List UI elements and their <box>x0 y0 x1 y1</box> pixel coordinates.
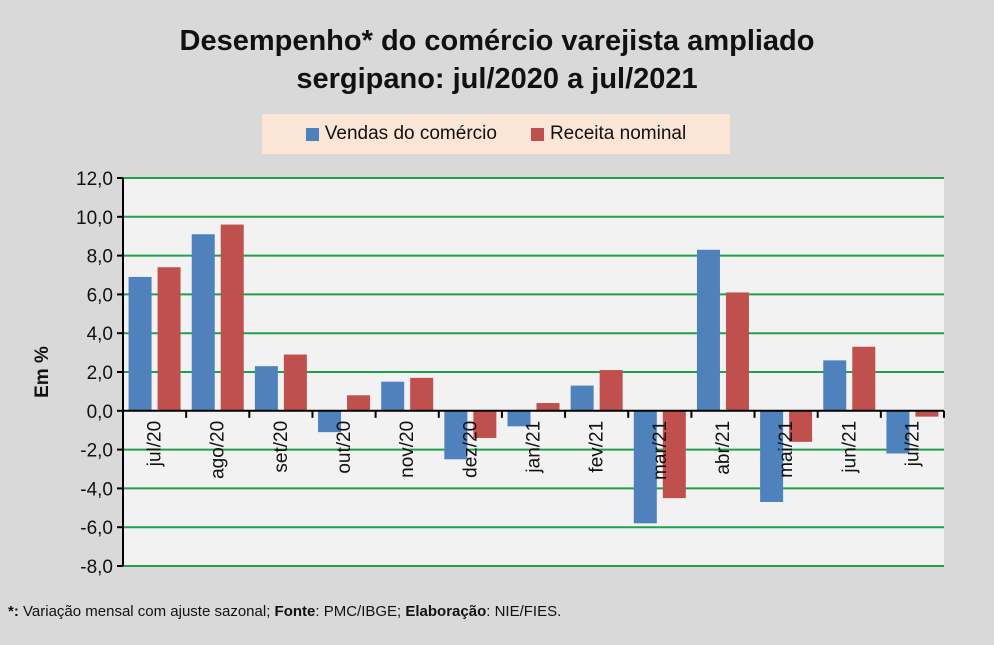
y-tick-label: -8,0 <box>80 557 113 578</box>
bar-receita <box>157 267 181 411</box>
bar-vendas <box>507 410 531 427</box>
x-tick-label: jul/20 <box>145 421 166 467</box>
x-tick-label: jul/21 <box>902 421 923 467</box>
x-tick-label: fev/21 <box>587 421 608 473</box>
bar-receita <box>662 410 686 499</box>
chart-title: Desempenho* do comércio varejista amplia… <box>0 22 994 98</box>
bar-receita <box>473 410 497 438</box>
x-tick-label: jan/21 <box>524 421 545 474</box>
bar-vendas <box>696 249 720 411</box>
footnote-fonte: Fonte <box>274 603 316 620</box>
x-tick-label: set/20 <box>271 421 292 473</box>
bar-vendas <box>128 276 152 411</box>
y-tick-label: 8,0 <box>87 247 113 268</box>
bar-vendas <box>191 234 215 411</box>
bar-receita <box>725 292 749 411</box>
footnote-text-2: : PMC/IBGE; <box>315 603 406 620</box>
bar-vendas <box>381 381 405 411</box>
bar-vendas <box>444 410 468 460</box>
y-tick-label: -6,0 <box>80 518 113 539</box>
y-tick-label: -2,0 <box>80 441 113 462</box>
legend-label-vendas: Vendas do comércio <box>324 123 497 144</box>
bar-vendas <box>570 385 594 411</box>
y-tick-label: 10,0 <box>76 208 113 229</box>
x-tick-label: abr/21 <box>713 421 734 475</box>
legend-swatch-receita <box>530 127 544 141</box>
bar-vendas <box>823 360 847 411</box>
footnote-text-3: : NIE/FIES. <box>486 603 562 620</box>
bar-vendas <box>633 410 657 524</box>
x-tick-label: out/20 <box>334 421 355 474</box>
bar-receita <box>789 410 813 442</box>
y-tick-label: 6,0 <box>87 285 113 306</box>
bar-vendas <box>886 410 910 454</box>
y-tick-label: 2,0 <box>87 363 113 384</box>
title-line-2: sergipano: jul/2020 a jul/2021 <box>296 63 698 95</box>
footnote-text-1: Variação mensal com ajuste sazonal; <box>18 603 275 620</box>
x-tick-label: nov/20 <box>397 421 418 478</box>
y-tick-label: 12,0 <box>76 169 113 190</box>
title-line-1: Desempenho* do comércio varejista amplia… <box>179 25 815 57</box>
bar-vendas <box>760 410 784 502</box>
footnote-elaboracao: Elaboração <box>405 603 487 620</box>
bar-vendas <box>254 366 278 411</box>
legend: Vendas do comércio Receita nominal <box>262 114 730 154</box>
legend-item-receita: Receita nominal <box>530 123 687 145</box>
y-tick-label: 4,0 <box>87 324 113 345</box>
bar-receita <box>410 377 434 411</box>
footnote-star: *: <box>8 603 19 620</box>
bar-receita <box>599 370 623 411</box>
y-tick-label: -4,0 <box>80 479 113 500</box>
x-tick-label: mai/21 <box>776 421 797 478</box>
x-tick-label: dez/20 <box>460 421 481 478</box>
y-axis-label: Em % <box>32 346 53 398</box>
bar-receita <box>536 403 560 411</box>
bar-receita <box>220 224 244 411</box>
legend-label-receita: Receita nominal <box>549 123 687 144</box>
footnote: *: Variação mensal com ajuste sazonal; F… <box>8 603 561 620</box>
bar-receita <box>347 395 371 411</box>
legend-item-vendas: Vendas do comércio <box>305 123 497 145</box>
x-tick-label: jun/21 <box>839 421 860 474</box>
bar-receita <box>915 410 939 417</box>
bar-vendas <box>318 410 342 433</box>
bar-receita <box>283 354 307 411</box>
legend-swatch-vendas <box>305 127 319 141</box>
y-tick-label: 0,0 <box>87 402 113 423</box>
x-tick-label: mar/21 <box>650 421 671 480</box>
bar-receita <box>852 346 876 411</box>
x-tick-label: ago/20 <box>208 421 229 479</box>
